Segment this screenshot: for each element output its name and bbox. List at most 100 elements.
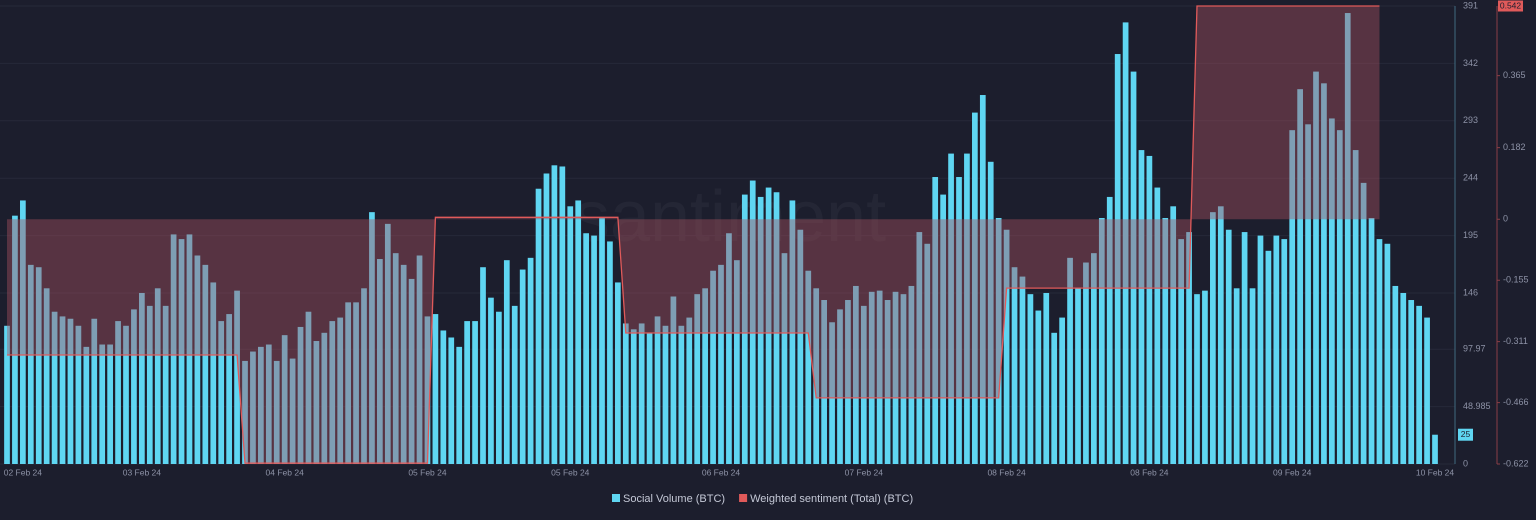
x-tick-label: 02 Feb 24 — [4, 467, 43, 477]
bar — [99, 344, 106, 464]
bar — [821, 300, 827, 464]
bar — [400, 264, 407, 464]
bar — [789, 200, 796, 464]
bar — [956, 177, 962, 465]
bar — [1059, 317, 1065, 464]
bar — [353, 302, 359, 464]
bar — [1011, 267, 1018, 464]
bar — [908, 285, 915, 464]
legend-swatch — [612, 494, 620, 502]
bar — [979, 95, 986, 465]
bar — [281, 335, 288, 464]
bar — [853, 285, 859, 464]
bar — [131, 309, 137, 464]
bar — [1083, 262, 1089, 464]
bar — [1281, 239, 1288, 464]
y2-tick-label: 0 — [1503, 214, 1508, 224]
bar — [773, 192, 780, 464]
bar — [20, 200, 26, 464]
bar — [813, 288, 820, 464]
bar — [964, 153, 970, 464]
bar — [1257, 235, 1264, 464]
bar — [186, 234, 193, 464]
bar — [781, 253, 788, 464]
bar — [456, 346, 463, 464]
bar — [265, 344, 272, 464]
y2-tick-label: 0.365 — [1503, 70, 1526, 80]
legend: Social Volume (BTC) Weighted sentiment (T… — [612, 493, 913, 505]
bar — [178, 239, 185, 464]
sentiment-area — [7, 6, 1380, 464]
bar — [146, 305, 153, 464]
bar — [670, 296, 677, 464]
bar — [1186, 232, 1192, 464]
bar — [694, 294, 701, 464]
bar — [654, 316, 661, 464]
bar — [1027, 294, 1034, 464]
bar — [868, 291, 875, 464]
bar — [329, 321, 336, 464]
bar — [448, 337, 455, 464]
bar — [210, 282, 217, 464]
bar — [139, 292, 145, 464]
bar — [805, 270, 812, 464]
bar — [305, 311, 312, 464]
bar — [1376, 239, 1383, 464]
bar — [123, 325, 129, 464]
bar — [1336, 130, 1343, 464]
legend-label: Weighted sentiment (Total) (BTC) — [750, 493, 913, 505]
x-tick-label: 09 Feb 24 — [1273, 467, 1312, 477]
bar — [1273, 235, 1280, 464]
bar — [1424, 317, 1430, 464]
bar — [940, 194, 946, 464]
bar — [734, 260, 740, 464]
bar — [297, 326, 304, 464]
y-tick-label: 293 — [1463, 115, 1478, 125]
x-tick-label: 05 Feb 24 — [408, 467, 447, 477]
bar — [12, 215, 18, 464]
bar — [258, 346, 264, 464]
bar — [583, 233, 589, 464]
value-badge — [1458, 428, 1473, 441]
bar — [718, 264, 724, 464]
bar — [615, 282, 621, 464]
bar — [107, 344, 113, 464]
bar — [948, 153, 954, 464]
bar — [591, 235, 597, 464]
bar — [1225, 229, 1232, 464]
bar — [361, 288, 367, 464]
x-tick-label: 07 Feb 24 — [845, 467, 884, 477]
bar — [1416, 305, 1422, 464]
bar — [876, 290, 883, 464]
bar — [115, 321, 121, 464]
bar — [1321, 83, 1327, 465]
bar — [1178, 239, 1184, 464]
bar — [464, 321, 470, 464]
bar — [503, 260, 510, 464]
bar — [757, 196, 764, 464]
bar — [1210, 212, 1216, 464]
bar — [1019, 276, 1026, 464]
bar — [1194, 294, 1200, 464]
bar — [345, 302, 351, 464]
y-tick-label: 48.985 — [1463, 401, 1491, 411]
x-tick-label: 06 Feb 24 — [702, 467, 741, 477]
y2-tick-label: -0.622 — [1503, 458, 1529, 468]
y-tick-label: 0 — [1463, 458, 1468, 468]
bar — [1368, 218, 1375, 464]
bar — [765, 187, 772, 464]
bar — [1051, 332, 1058, 464]
bar — [932, 177, 939, 465]
bar — [1130, 71, 1137, 464]
bar — [273, 360, 280, 464]
bar — [1067, 257, 1073, 464]
bar — [1146, 155, 1153, 464]
bar — [35, 267, 42, 464]
x-tick-label: 03 Feb 24 — [123, 467, 162, 477]
bar — [1075, 288, 1081, 464]
bar — [662, 325, 669, 464]
bar — [43, 288, 50, 464]
bar — [607, 241, 613, 464]
bar — [837, 309, 843, 464]
bar — [1043, 292, 1050, 464]
